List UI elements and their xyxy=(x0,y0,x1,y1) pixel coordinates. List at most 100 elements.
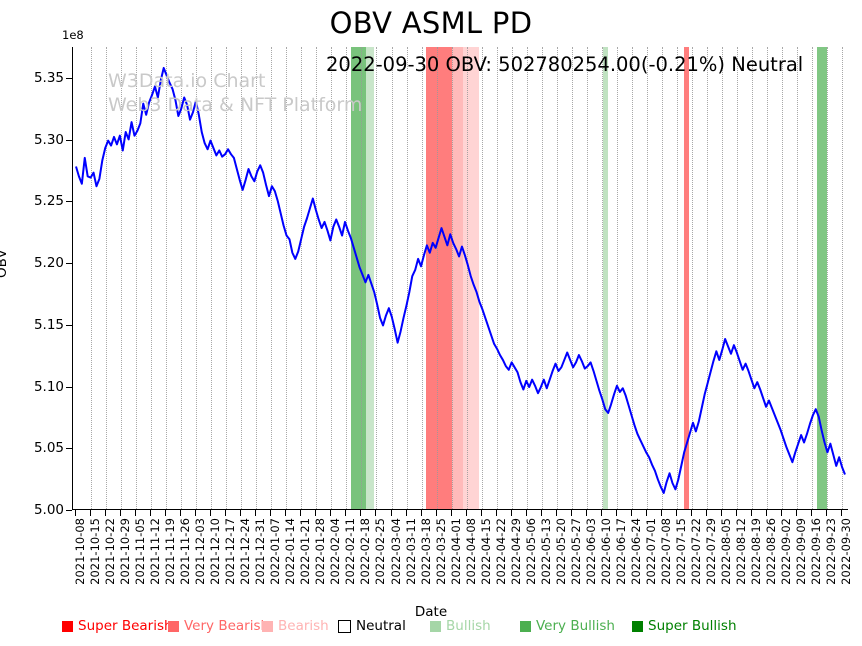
x-tick-label: 2021-12-24 xyxy=(238,518,253,585)
y-tick-mark xyxy=(66,510,72,511)
grid-line xyxy=(331,47,333,509)
x-tick-label: 2021-11-26 xyxy=(178,518,193,585)
legend-item[interactable]: Bullish xyxy=(430,618,491,634)
grid-line xyxy=(91,47,93,509)
grid-layer xyxy=(73,47,848,509)
legend-item[interactable]: Super Bullish xyxy=(632,618,737,634)
y-tick-label: 5.05 xyxy=(33,440,64,457)
grid-line xyxy=(526,47,528,509)
grid-line xyxy=(752,47,754,509)
y-tick-label: 5.30 xyxy=(33,131,64,148)
y-tick-label: 5.15 xyxy=(33,316,64,333)
grid-line xyxy=(661,47,663,509)
x-tick-label: 2022-08-05 xyxy=(719,518,734,585)
grid-line xyxy=(481,47,483,509)
grid-line xyxy=(466,47,468,509)
legend-swatch-icon xyxy=(168,620,179,632)
x-tick-label: 2022-04-15 xyxy=(478,518,493,585)
x-tick-mark xyxy=(285,510,287,516)
grid-line xyxy=(301,47,303,509)
grid-line xyxy=(571,47,573,509)
grid-line xyxy=(421,47,423,509)
grid-line xyxy=(511,47,513,509)
x-tick-label: 2022-06-24 xyxy=(628,518,643,585)
x-tick-label: 2021-12-10 xyxy=(208,518,223,585)
x-tick-label: 2022-01-07 xyxy=(268,518,283,585)
x-tick-label: 2022-09-16 xyxy=(809,518,824,585)
signal-band xyxy=(426,47,453,509)
legend-item[interactable]: Very Bearish xyxy=(168,618,269,634)
x-tick-label: 2021-11-12 xyxy=(148,518,163,585)
grid-line xyxy=(707,47,709,509)
y-tick-mark xyxy=(66,77,72,79)
grid-line xyxy=(782,47,784,509)
y-tick-mark xyxy=(66,263,72,265)
grid-line xyxy=(496,47,498,509)
grid-line xyxy=(812,47,814,509)
x-tick-label: 2021-12-03 xyxy=(193,518,208,585)
x-tick-mark xyxy=(435,510,437,516)
x-tick-mark xyxy=(90,510,92,516)
grid-line xyxy=(316,47,318,509)
grid-line xyxy=(737,47,739,509)
grid-line xyxy=(676,47,678,509)
x-tick-label: 2022-07-22 xyxy=(688,518,703,585)
grid-line xyxy=(436,47,438,509)
x-tick-label: 2022-09-09 xyxy=(794,518,809,585)
legend-item[interactable]: Neutral xyxy=(338,618,406,634)
x-tick-mark xyxy=(450,510,452,516)
x-tick-label: 2022-02-18 xyxy=(358,518,373,585)
x-tick-mark xyxy=(105,510,107,516)
grid-line xyxy=(616,47,618,509)
x-tick-label: 2022-03-11 xyxy=(403,518,418,585)
x-tick-mark xyxy=(330,510,332,516)
x-tick-label: 2021-10-22 xyxy=(103,518,118,585)
grid-line xyxy=(541,47,543,509)
x-tick-mark xyxy=(390,510,392,516)
x-tick-mark xyxy=(300,510,302,516)
grid-line xyxy=(181,47,183,509)
x-tick-label: 2021-11-19 xyxy=(163,518,178,585)
x-tick-label: 2022-02-04 xyxy=(328,518,343,585)
x-tick-mark xyxy=(180,510,182,516)
y-tick-label: 5.10 xyxy=(33,378,64,395)
x-tick-label: 2022-08-12 xyxy=(734,518,749,585)
x-tick-mark xyxy=(240,510,242,516)
grid-line xyxy=(226,47,228,509)
x-tick-label: 2022-06-03 xyxy=(583,518,598,585)
x-tick-mark xyxy=(675,510,677,516)
x-tick-mark xyxy=(706,510,708,516)
grid-line xyxy=(842,47,844,509)
x-tick-mark xyxy=(630,510,632,516)
x-tick-label: 2022-04-08 xyxy=(463,518,478,585)
grid-line xyxy=(136,47,138,509)
x-tick-label: 2022-07-08 xyxy=(658,518,673,585)
x-tick-label: 2022-05-20 xyxy=(553,518,568,585)
legend-item[interactable]: Very Bullish xyxy=(520,618,615,634)
x-tick-mark xyxy=(120,510,122,516)
page-title: OBV ASML PD xyxy=(329,6,533,40)
x-tick-mark xyxy=(315,510,317,516)
x-tick-mark xyxy=(480,510,482,516)
legend: Super Bearish Very Bearish Bearish Neutral B… xyxy=(0,618,862,640)
grid-line xyxy=(406,47,408,509)
x-tick-label: 2022-05-27 xyxy=(568,518,583,585)
grid-line xyxy=(121,47,123,509)
x-tick-mark xyxy=(150,510,152,516)
x-tick-label: 2022-05-06 xyxy=(523,518,538,585)
legend-label: Super Bullish xyxy=(648,618,737,634)
legend-item[interactable]: Super Bearish xyxy=(62,618,173,634)
grid-line xyxy=(601,47,603,509)
x-tick-mark xyxy=(660,510,662,516)
x-tick-mark xyxy=(495,510,497,516)
legend-item[interactable]: Bearish xyxy=(262,618,329,634)
y-tick-mark xyxy=(66,324,72,326)
obv-line-series xyxy=(73,47,848,509)
x-tick-label: 2022-02-11 xyxy=(343,518,358,585)
x-tick-label: 2022-09-23 xyxy=(824,518,839,585)
x-tick-mark xyxy=(555,510,557,516)
x-tick-mark xyxy=(766,510,768,516)
legend-label: Bearish xyxy=(278,618,329,634)
grid-line xyxy=(451,47,453,509)
x-tick-mark xyxy=(751,510,753,516)
